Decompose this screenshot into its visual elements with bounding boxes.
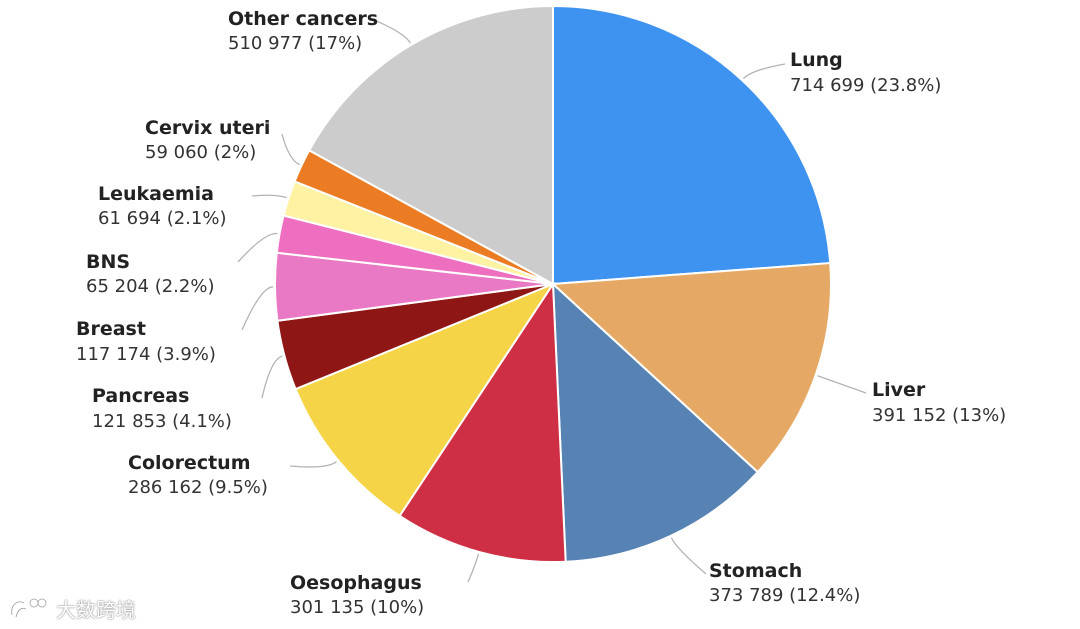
watermark-logo-icon [8,595,50,621]
pie-slices [274,4,832,563]
slice-value-pancreas: 121 853 (4.1%) [92,411,232,432]
leader-line-liver [817,375,867,394]
leader-line-oesophagus [467,553,480,583]
pie-slice-lung [552,4,832,286]
leader-line-colorectum [289,461,337,468]
slice-label-bns: BNS 65 204 (2.2%) [86,251,214,297]
pie-slice-other-cancers [307,4,554,286]
leader-line-stomach [670,537,707,575]
slice-label-cervix-uteri: Cervix uteri 59 060 (2%) [145,117,270,163]
slice-label-breast: Breast 117 174 (3.9%) [76,318,216,365]
slice-name-colorectum: Colorectum [128,452,251,474]
slice-value-liver: 391 152 (13%) [872,405,1006,426]
slice-label-other-cancers: Other cancers 510 977 (17%) [228,8,378,54]
slice-value-oesophagus: 301 135 (10%) [290,597,424,618]
slice-name-leukaemia: Leukaemia [98,183,214,205]
slice-name-other-cancers: Other cancers [228,8,378,30]
slice-name-cervix-uteri: Cervix uteri [145,117,270,139]
pie-slice-colorectum [294,281,556,518]
slice-name-breast: Breast [76,318,146,340]
slice-name-lung: Lung [790,49,843,71]
slice-name-stomach: Stomach [709,560,802,582]
pie-slice-stomach [551,281,760,563]
slice-value-other-cancers: 510 977 (17%) [228,33,362,54]
watermark: 大数跨境 [8,592,136,624]
leader-line-leukaemia [251,194,287,199]
slice-name-liver: Liver [872,379,926,401]
leader-line-other-cancers [373,19,411,44]
leader-line-lung [742,63,786,80]
slice-label-leukaemia: Leukaemia 61 694 (2.1%) [98,183,226,229]
slice-label-stomach: Stomach 373 789 (12.4%) [709,560,860,606]
slice-value-cervix-uteri: 59 060 (2%) [145,142,256,163]
slice-label-oesophagus: Oesophagus 301 135 (10%) [290,572,424,618]
slice-value-lung: 714 699 (23.8%) [790,75,941,96]
pie-slice-oesophagus [398,280,567,563]
slice-label-colorectum: Colorectum 286 162 (9.5%) [128,452,268,498]
slice-value-breast: 117 174 (3.9%) [76,344,216,365]
slice-value-leukaemia: 61 694 (2.1%) [98,208,226,229]
slice-value-colorectum: 286 162 (9.5%) [128,477,268,498]
leader-line-breast [241,286,274,331]
slice-name-pancreas: Pancreas [92,385,189,407]
leader-line-pancreas [261,355,283,399]
slice-name-bns: BNS [86,251,130,273]
slice-label-liver: Liver 391 152 (13%) [872,379,1006,426]
watermark-text: 大数跨境 [56,597,136,622]
slice-value-bns: 65 204 (2.2%) [86,276,214,297]
slice-label-lung: Lung 714 699 (23.8%) [790,49,941,96]
slice-label-pancreas: Pancreas 121 853 (4.1%) [92,385,232,432]
slice-name-oesophagus: Oesophagus [290,572,422,594]
pie-slice-liver [550,261,832,474]
leader-lines [237,19,867,583]
leader-line-cervix-uteri [281,133,300,166]
leader-line-bns [237,232,278,263]
slice-value-stomach: 373 789 (12.4%) [709,585,860,606]
